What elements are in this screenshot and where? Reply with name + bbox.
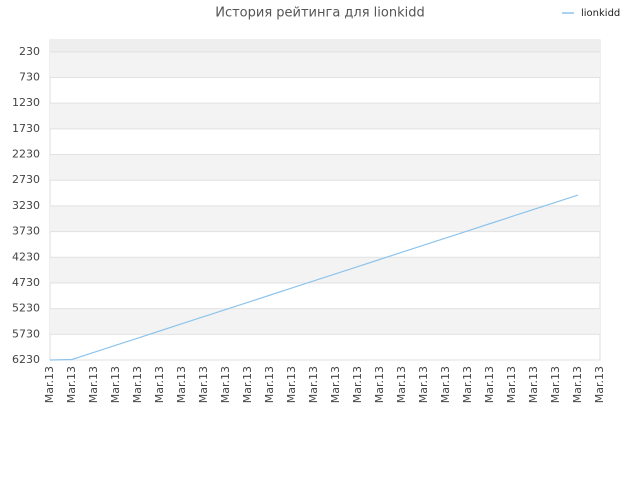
- x-tick-label: Mar.13: [219, 366, 232, 403]
- x-tick-label: Mar.13: [197, 366, 210, 403]
- x-tick-label: Mar.13: [373, 366, 386, 403]
- x-tick-label: Mar.13: [175, 366, 188, 403]
- y-tick-label: 5230: [12, 302, 40, 315]
- x-tick-label: Mar.13: [571, 366, 584, 403]
- band: [50, 308, 600, 335]
- band: [50, 103, 600, 129]
- y-tick-label: 230: [19, 45, 40, 58]
- y-tick-label: 4230: [12, 250, 40, 263]
- x-tick-label: Mar.13: [329, 366, 342, 403]
- x-tick-label: Mar.13: [87, 366, 100, 403]
- band: [50, 205, 600, 232]
- x-tick-label: Mar.13: [439, 366, 452, 403]
- x-tick-label: Mar.13: [395, 366, 408, 403]
- x-tick-label: Mar.13: [65, 366, 78, 403]
- x-tick-label: Mar.13: [483, 366, 496, 403]
- y-tick-label: 2230: [12, 148, 40, 161]
- x-tick-label: Mar.13: [527, 366, 540, 403]
- y-tick-label: 1230: [12, 96, 40, 109]
- plot-background: [49, 39, 601, 361]
- y-tick-label: 6230: [12, 353, 40, 366]
- x-tick-label: Mar.13: [417, 366, 430, 403]
- x-tick-label: Mar.13: [505, 366, 518, 403]
- x-tick-label: Mar.13: [307, 366, 320, 403]
- x-tick-label: Mar.13: [109, 366, 122, 403]
- x-tick-label: Mar.13: [131, 366, 144, 403]
- band: [50, 257, 600, 283]
- x-tick-label: Mar.13: [549, 366, 562, 403]
- x-tick-label: Mar.13: [593, 366, 606, 403]
- x-tick-label: Mar.13: [241, 366, 254, 403]
- y-tick-label: 4730: [12, 276, 40, 289]
- legend-label: lionkidd: [581, 8, 620, 19]
- y-tick-label: 3730: [12, 225, 40, 238]
- y-tick-label: 3230: [12, 199, 40, 212]
- x-tick-label: Mar.13: [43, 366, 56, 403]
- x-tick-label: Mar.13: [263, 366, 276, 403]
- x-tick-label: Mar.13: [285, 366, 298, 403]
- x-tick-label: Mar.13: [351, 366, 364, 403]
- band: [50, 40, 600, 52]
- line: [49, 194, 579, 361]
- x-tick-label: Mar.13: [153, 366, 166, 403]
- y-tick-label: 730: [19, 70, 40, 83]
- y-tick-label: 5730: [12, 327, 40, 340]
- x-tick-label: Mar.13: [461, 366, 474, 403]
- chart-title: История рейтинга для lionkidd: [215, 6, 425, 21]
- band: [50, 51, 600, 78]
- band: [50, 154, 600, 181]
- y-tick-label: 1730: [12, 122, 40, 135]
- y-tick-label: 2730: [12, 173, 40, 186]
